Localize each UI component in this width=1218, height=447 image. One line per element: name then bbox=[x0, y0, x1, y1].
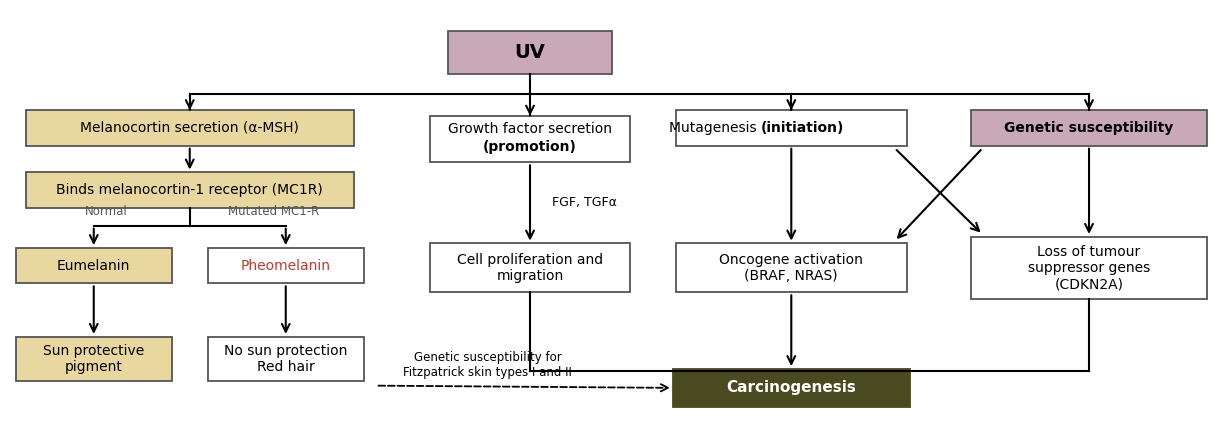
Text: Sun protective
pigment: Sun protective pigment bbox=[43, 344, 145, 374]
FancyBboxPatch shape bbox=[26, 173, 353, 208]
Text: No sun protection
Red hair: No sun protection Red hair bbox=[224, 344, 347, 374]
Text: Melanocortin secretion (α-MSH): Melanocortin secretion (α-MSH) bbox=[80, 121, 300, 135]
Text: Mutagenesis: Mutagenesis bbox=[669, 121, 761, 135]
FancyBboxPatch shape bbox=[430, 244, 630, 292]
Text: Oncogene activation
(BRAF, NRAS): Oncogene activation (BRAF, NRAS) bbox=[720, 253, 864, 283]
FancyBboxPatch shape bbox=[208, 248, 363, 283]
Text: Mutated MC1-R: Mutated MC1-R bbox=[228, 205, 319, 218]
FancyBboxPatch shape bbox=[676, 244, 906, 292]
Text: Eumelanin: Eumelanin bbox=[57, 259, 130, 273]
FancyBboxPatch shape bbox=[971, 110, 1207, 146]
FancyBboxPatch shape bbox=[208, 337, 363, 381]
Text: (initiation): (initiation) bbox=[761, 121, 844, 135]
Text: UV: UV bbox=[514, 43, 546, 62]
FancyBboxPatch shape bbox=[26, 110, 353, 146]
Text: Genetic susceptibility for
Fitzpatrick skin types I and II: Genetic susceptibility for Fitzpatrick s… bbox=[403, 351, 572, 379]
FancyBboxPatch shape bbox=[430, 116, 630, 162]
Text: Genetic susceptibility: Genetic susceptibility bbox=[1005, 121, 1174, 135]
Text: Cell proliferation and
migration: Cell proliferation and migration bbox=[457, 253, 603, 283]
Text: Carcinogenesis: Carcinogenesis bbox=[726, 380, 856, 395]
Text: (promotion): (promotion) bbox=[484, 140, 577, 154]
FancyBboxPatch shape bbox=[672, 369, 910, 407]
Text: Growth factor secretion: Growth factor secretion bbox=[448, 122, 611, 136]
Text: FGF, TGFα: FGF, TGFα bbox=[552, 196, 616, 210]
FancyBboxPatch shape bbox=[16, 337, 172, 381]
Text: Mutagenesis (initiation): Mutagenesis (initiation) bbox=[709, 121, 873, 135]
FancyBboxPatch shape bbox=[448, 31, 611, 74]
Text: Pheomelanin: Pheomelanin bbox=[241, 259, 331, 273]
FancyBboxPatch shape bbox=[676, 110, 906, 146]
Text: Binds melanocortin-1 receptor (MC1R): Binds melanocortin-1 receptor (MC1R) bbox=[56, 183, 323, 197]
FancyBboxPatch shape bbox=[971, 237, 1207, 299]
FancyBboxPatch shape bbox=[16, 248, 172, 283]
Text: Loss of tumour
suppressor genes
(CDKN2A): Loss of tumour suppressor genes (CDKN2A) bbox=[1028, 245, 1150, 291]
Text: Normal: Normal bbox=[84, 205, 127, 218]
